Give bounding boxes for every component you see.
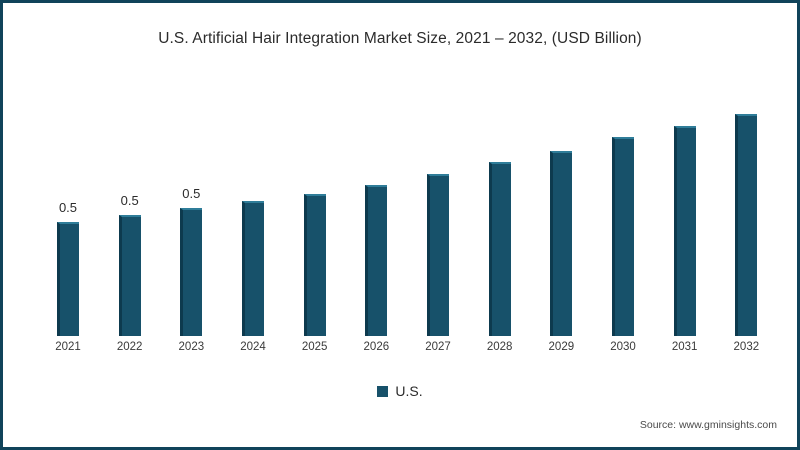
bar-slot — [469, 73, 531, 336]
bar-2031[interactable] — [673, 126, 696, 336]
x-tick-2025: 2025 — [301, 341, 328, 353]
bar-slot — [592, 73, 654, 336]
bar-slot: 0.5 — [160, 73, 222, 336]
bar-value-label-2021: 0.5 — [58, 200, 78, 215]
x-tick-2028: 2028 — [486, 341, 513, 353]
bar-2023[interactable] — [180, 208, 203, 336]
bar-slot — [530, 73, 592, 336]
bar-value-label-2022: 0.5 — [120, 193, 139, 208]
bar-2022[interactable] — [118, 215, 141, 336]
source-note: Source: www.gminsights.com — [639, 419, 777, 431]
chart-title: U.S. Artificial Hair Integration Market … — [158, 30, 642, 47]
legend-swatch-us — [377, 385, 389, 397]
bar-2026[interactable] — [365, 185, 388, 336]
x-tick-2029: 2029 — [548, 341, 575, 353]
x-tick-2026: 2026 — [363, 341, 390, 353]
x-tick-2024: 2024 — [240, 341, 266, 353]
bar-2028[interactable] — [488, 162, 511, 336]
x-tick-2030: 2030 — [610, 341, 636, 353]
bar-2024[interactable] — [242, 201, 264, 336]
bar-2021[interactable] — [57, 222, 79, 336]
bar-slot — [284, 73, 346, 336]
bar-slot — [654, 73, 716, 336]
x-tick-2032: 2032 — [733, 341, 760, 353]
bar-2027[interactable] — [427, 174, 449, 336]
bar-slot — [715, 73, 777, 336]
x-tick-2021: 2021 — [55, 341, 81, 353]
bar-slot — [345, 73, 407, 336]
bar-slot — [407, 73, 469, 336]
chart-legend: U.S. — [3, 383, 797, 399]
bar-slot: 0.5 — [37, 73, 99, 336]
x-tick-2027: 2027 — [425, 341, 451, 353]
bar-slot — [222, 73, 284, 336]
bar-slot: 0.5 — [99, 73, 161, 336]
x-tick-2022: 2022 — [116, 341, 143, 353]
bar-2032[interactable] — [735, 114, 758, 336]
bar-2029[interactable] — [550, 151, 573, 336]
bar-value-label-2023: 0.5 — [182, 186, 201, 201]
legend-label-us: U.S. — [395, 383, 423, 399]
x-tick-2031: 2031 — [671, 341, 698, 353]
x-axis: 2021 2022 2023 2024 2025 2026 2027 2028 2029 2030… — [37, 341, 777, 361]
plot-area: 0.5 0.5 0.5 — [37, 73, 777, 336]
x-tick-2023: 2023 — [178, 341, 205, 353]
bar-2030[interactable] — [612, 137, 634, 336]
bar-2025[interactable] — [303, 194, 326, 336]
